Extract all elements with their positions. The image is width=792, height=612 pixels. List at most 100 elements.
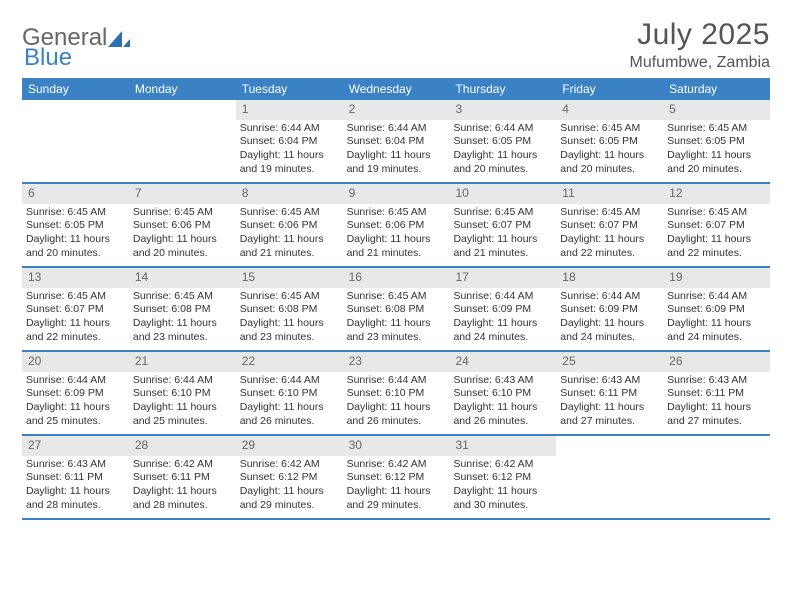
day-cell: 6Sunrise: 6:45 AMSunset: 6:05 PMDaylight… xyxy=(22,184,129,266)
daylight-text: Daylight: 11 hours and 28 minutes. xyxy=(26,485,125,512)
logo-sail-icon xyxy=(108,26,130,42)
day-cell: 8Sunrise: 6:45 AMSunset: 6:06 PMDaylight… xyxy=(236,184,343,266)
daylight-text: Daylight: 11 hours and 25 minutes. xyxy=(26,401,125,428)
sunrise-text: Sunrise: 6:45 AM xyxy=(133,290,232,304)
day-number: 8 xyxy=(236,184,343,204)
day-number: 27 xyxy=(22,436,129,456)
day-number xyxy=(663,436,770,456)
day-number: 6 xyxy=(22,184,129,204)
day-cell: 5Sunrise: 6:45 AMSunset: 6:05 PMDaylight… xyxy=(663,100,770,182)
day-number: 25 xyxy=(556,352,663,372)
weekday-header: Wednesday xyxy=(343,78,450,100)
sunset-text: Sunset: 6:06 PM xyxy=(133,219,232,233)
day-cell: 21Sunrise: 6:44 AMSunset: 6:10 PMDayligh… xyxy=(129,352,236,434)
day-cell: 26Sunrise: 6:43 AMSunset: 6:11 PMDayligh… xyxy=(663,352,770,434)
sunrise-text: Sunrise: 6:45 AM xyxy=(560,206,659,220)
day-number: 15 xyxy=(236,268,343,288)
sunset-text: Sunset: 6:12 PM xyxy=(453,471,552,485)
empty-cell xyxy=(556,436,663,518)
sunrise-text: Sunrise: 6:43 AM xyxy=(26,458,125,472)
day-cell: 19Sunrise: 6:44 AMSunset: 6:09 PMDayligh… xyxy=(663,268,770,350)
daylight-text: Daylight: 11 hours and 27 minutes. xyxy=(667,401,766,428)
daylight-text: Daylight: 11 hours and 23 minutes. xyxy=(347,317,446,344)
day-cell: 17Sunrise: 6:44 AMSunset: 6:09 PMDayligh… xyxy=(449,268,556,350)
sunrise-text: Sunrise: 6:44 AM xyxy=(240,374,339,388)
daylight-text: Daylight: 11 hours and 27 minutes. xyxy=(560,401,659,428)
sunrise-text: Sunrise: 6:45 AM xyxy=(667,206,766,220)
daylight-text: Daylight: 11 hours and 28 minutes. xyxy=(133,485,232,512)
sunrise-text: Sunrise: 6:44 AM xyxy=(347,374,446,388)
sunrise-text: Sunrise: 6:42 AM xyxy=(453,458,552,472)
day-cell: 24Sunrise: 6:43 AMSunset: 6:10 PMDayligh… xyxy=(449,352,556,434)
day-number: 3 xyxy=(449,100,556,120)
sunrise-text: Sunrise: 6:45 AM xyxy=(453,206,552,220)
sunset-text: Sunset: 6:10 PM xyxy=(240,387,339,401)
day-number: 31 xyxy=(449,436,556,456)
sunset-text: Sunset: 6:05 PM xyxy=(560,135,659,149)
sunrise-text: Sunrise: 6:45 AM xyxy=(347,290,446,304)
calendar-page: General July 2025 Mufumbwe, Zambia Blue … xyxy=(0,0,792,530)
daylight-text: Daylight: 11 hours and 30 minutes. xyxy=(453,485,552,512)
sunset-text: Sunset: 6:08 PM xyxy=(347,303,446,317)
sunset-text: Sunset: 6:11 PM xyxy=(667,387,766,401)
week-row: 1Sunrise: 6:44 AMSunset: 6:04 PMDaylight… xyxy=(22,100,770,184)
day-number: 20 xyxy=(22,352,129,372)
sunrise-text: Sunrise: 6:42 AM xyxy=(240,458,339,472)
empty-cell xyxy=(663,436,770,518)
sunset-text: Sunset: 6:08 PM xyxy=(133,303,232,317)
logo-text-blue: Blue xyxy=(24,44,72,71)
day-number: 11 xyxy=(556,184,663,204)
sunset-text: Sunset: 6:09 PM xyxy=(26,387,125,401)
daylight-text: Daylight: 11 hours and 29 minutes. xyxy=(347,485,446,512)
day-cell: 25Sunrise: 6:43 AMSunset: 6:11 PMDayligh… xyxy=(556,352,663,434)
day-cell: 23Sunrise: 6:44 AMSunset: 6:10 PMDayligh… xyxy=(343,352,450,434)
weekday-header-row: SundayMondayTuesdayWednesdayThursdayFrid… xyxy=(22,78,770,100)
day-cell: 20 Sunrise: 6:44 AMSunset: 6:09 PMDayligh… xyxy=(22,352,129,434)
daylight-text: Daylight: 11 hours and 22 minutes. xyxy=(560,233,659,260)
sunset-text: Sunset: 6:07 PM xyxy=(453,219,552,233)
sunrise-text: Sunrise: 6:42 AM xyxy=(133,458,232,472)
day-number: 17 xyxy=(449,268,556,288)
day-number: 5 xyxy=(663,100,770,120)
day-number: 18 xyxy=(556,268,663,288)
daylight-text: Daylight: 11 hours and 20 minutes. xyxy=(133,233,232,260)
day-cell: 31 Sunrise: 6:42 AMSunset: 6:12 PMDayligh… xyxy=(449,436,556,518)
daylight-text: Daylight: 11 hours and 24 minutes. xyxy=(560,317,659,344)
sunrise-text: Sunrise: 6:44 AM xyxy=(667,290,766,304)
sunrise-text: Sunrise: 6:44 AM xyxy=(26,374,125,388)
logo-line2: Blue xyxy=(24,44,72,72)
sunset-text: Sunset: 6:09 PM xyxy=(560,303,659,317)
day-number: 12 xyxy=(663,184,770,204)
daylight-text: Daylight: 11 hours and 20 minutes. xyxy=(26,233,125,260)
day-number: 21 xyxy=(129,352,236,372)
day-cell: 12Sunrise: 6:45 AMSunset: 6:07 PMDayligh… xyxy=(663,184,770,266)
day-cell: 28Sunrise: 6:42 AMSunset: 6:11 PMDayligh… xyxy=(129,436,236,518)
empty-cell xyxy=(22,100,129,182)
day-cell: 2Sunrise: 6:44 AMSunset: 6:04 PMDaylight… xyxy=(343,100,450,182)
day-cell: 15Sunrise: 6:45 AMSunset: 6:08 PMDayligh… xyxy=(236,268,343,350)
day-number: 16 xyxy=(343,268,450,288)
sunset-text: Sunset: 6:04 PM xyxy=(240,135,339,149)
daylight-text: Daylight: 11 hours and 29 minutes. xyxy=(240,485,339,512)
daylight-text: Daylight: 11 hours and 21 minutes. xyxy=(240,233,339,260)
sunset-text: Sunset: 6:04 PM xyxy=(347,135,446,149)
day-cell: 13Sunrise: 6:45 AMSunset: 6:07 PMDayligh… xyxy=(22,268,129,350)
day-number xyxy=(556,436,663,456)
day-number: 13 xyxy=(22,268,129,288)
sunset-text: Sunset: 6:06 PM xyxy=(347,219,446,233)
sunset-text: Sunset: 6:09 PM xyxy=(453,303,552,317)
day-cell: 14Sunrise: 6:45 AMSunset: 6:08 PMDayligh… xyxy=(129,268,236,350)
day-number: 22 xyxy=(236,352,343,372)
day-cell: 30Sunrise: 6:42 AMSunset: 6:12 PMDayligh… xyxy=(343,436,450,518)
sunrise-text: Sunrise: 6:43 AM xyxy=(667,374,766,388)
daylight-text: Daylight: 11 hours and 23 minutes. xyxy=(240,317,339,344)
sunset-text: Sunset: 6:11 PM xyxy=(560,387,659,401)
header-row: General July 2025 Mufumbwe, Zambia xyxy=(22,18,770,72)
day-number: 29 xyxy=(236,436,343,456)
day-number: 24 xyxy=(449,352,556,372)
sunrise-text: Sunrise: 6:44 AM xyxy=(453,290,552,304)
sunset-text: Sunset: 6:10 PM xyxy=(347,387,446,401)
day-cell: 16 Sunrise: 6:45 AMSunset: 6:08 PMDayligh… xyxy=(343,268,450,350)
day-number: 10 xyxy=(449,184,556,204)
sunrise-text: Sunrise: 6:45 AM xyxy=(347,206,446,220)
